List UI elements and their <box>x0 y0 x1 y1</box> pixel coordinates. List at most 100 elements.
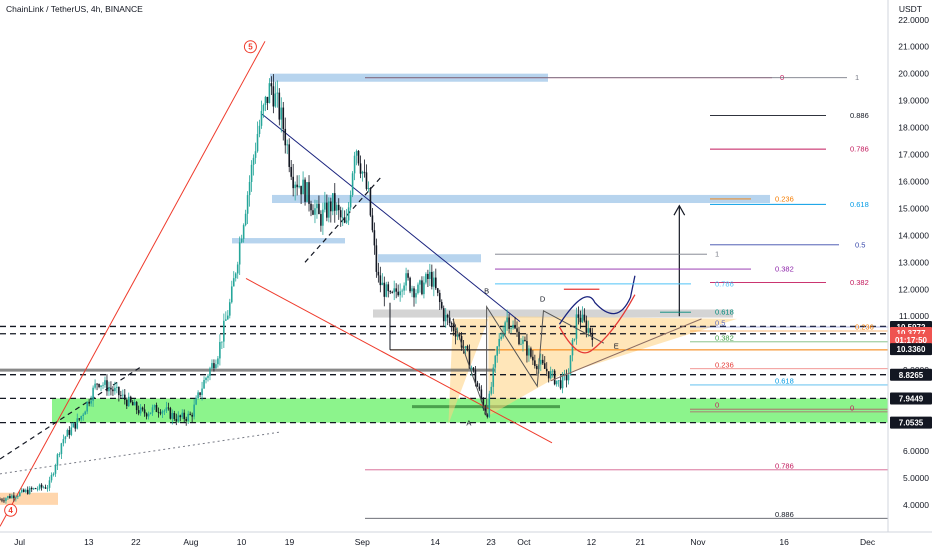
candle-body <box>244 213 247 226</box>
candle-body <box>169 408 172 419</box>
candle-body <box>52 473 55 475</box>
candle-body <box>591 332 594 340</box>
x-tick-label: Nov <box>690 537 706 547</box>
candle-body <box>518 331 520 345</box>
candle-body <box>165 407 168 411</box>
candle-body <box>260 110 263 126</box>
candle-body <box>302 179 304 195</box>
candle-body <box>98 383 100 388</box>
candle-body <box>474 370 477 383</box>
candle-body <box>288 144 291 167</box>
candle-body <box>381 282 384 286</box>
candle-body <box>28 487 31 494</box>
candle-body <box>359 163 362 174</box>
candle-body <box>496 346 499 356</box>
projection-red <box>558 294 636 354</box>
candle-body <box>252 157 255 165</box>
candle-body <box>355 150 358 156</box>
candle-body <box>444 314 447 322</box>
candle-body <box>274 93 277 107</box>
candle-body <box>60 443 63 454</box>
candle-body <box>62 439 65 444</box>
candle-body <box>141 407 144 410</box>
candle-body <box>494 355 497 368</box>
candle-body <box>379 275 382 286</box>
fib-level-label: 0.382 <box>850 278 869 287</box>
candle-body <box>284 128 287 146</box>
candle-body <box>351 173 354 196</box>
candle-body <box>581 314 584 323</box>
chart-title: ChainLink / TetherUS, 4h, BINANCE <box>6 4 143 14</box>
candle-body <box>314 208 316 215</box>
candle-body <box>557 380 560 382</box>
candle-body <box>15 497 17 499</box>
candle-body <box>76 418 79 429</box>
candle-body <box>526 341 528 356</box>
candle-body <box>401 290 403 292</box>
candle-body <box>163 410 166 412</box>
fib-level-label: 0.618 <box>715 308 734 317</box>
y-tick-label: 16.0000 <box>898 176 929 186</box>
candle-body <box>0 499 1 501</box>
candle-body <box>413 288 415 298</box>
candle-body <box>189 413 191 415</box>
candle-body <box>403 285 405 291</box>
candle-body <box>135 402 138 411</box>
candle-body <box>133 402 136 406</box>
fib-level-label: 0.382 <box>775 265 794 274</box>
resistance-zone-13 <box>378 254 481 263</box>
fib-level-label: 0.886 <box>775 510 794 519</box>
candle-body <box>187 413 189 421</box>
candle-body <box>38 484 41 489</box>
candle-body <box>227 315 229 320</box>
candle-body <box>11 495 13 499</box>
wave-line-up <box>0 41 266 527</box>
candle-body <box>375 245 378 272</box>
candle-body <box>555 380 558 385</box>
candle-body <box>203 379 205 389</box>
candle-body <box>44 487 47 489</box>
candle-body <box>240 238 243 243</box>
fib-level-label: 0.786 <box>850 145 869 154</box>
candle-body <box>276 92 279 94</box>
candle-body <box>278 92 281 120</box>
candle-body <box>9 496 11 499</box>
candle-body <box>553 370 556 385</box>
candle-body <box>476 382 479 387</box>
candle-body <box>335 204 338 211</box>
candle-body <box>72 423 75 428</box>
candle-body <box>82 414 84 416</box>
y-tick-label: 6.0000 <box>903 446 929 456</box>
candle-body <box>583 314 586 321</box>
candle-body <box>78 418 81 420</box>
candle-body <box>551 370 554 372</box>
candle-body <box>343 217 346 223</box>
projection-blue <box>558 275 636 325</box>
candle-body <box>486 414 489 417</box>
candle-body <box>510 328 512 329</box>
candle-body <box>530 348 532 357</box>
candle-body <box>181 412 184 418</box>
candle-body <box>419 280 421 285</box>
candle-body <box>337 204 340 211</box>
candle-body <box>258 125 261 134</box>
candle-body <box>397 291 399 296</box>
candle-body <box>80 415 83 420</box>
fib-level-label: 0.618 <box>775 376 794 385</box>
candle-body <box>153 404 156 408</box>
pattern-point-label: E <box>614 342 619 351</box>
harmonic-zigzag <box>452 305 605 417</box>
y-tick-label: 20.0000 <box>898 69 929 79</box>
candle-body <box>423 282 425 295</box>
candle-body <box>349 195 352 208</box>
price-tag <box>890 343 932 356</box>
candle-body <box>369 187 372 216</box>
candle-body <box>326 202 328 218</box>
candle-body <box>149 412 152 415</box>
support-zone <box>52 398 888 423</box>
candle-body <box>589 328 592 333</box>
fib-level-label: 0.618 <box>850 200 869 209</box>
dotted-trendline <box>0 431 281 475</box>
